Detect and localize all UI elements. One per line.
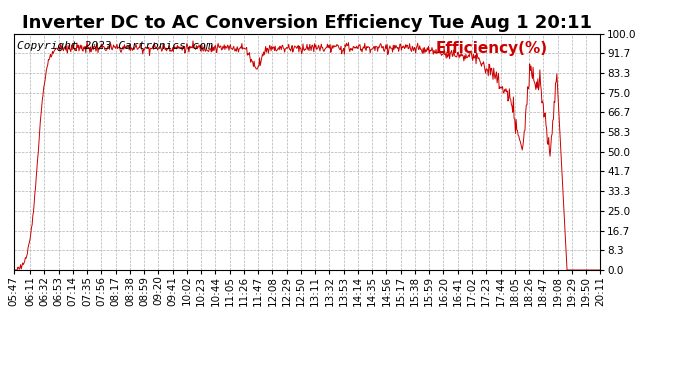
Title: Inverter DC to AC Conversion Efficiency Tue Aug 1 20:11: Inverter DC to AC Conversion Efficiency …	[22, 14, 592, 32]
Text: Copyright 2023 Cartronics.com: Copyright 2023 Cartronics.com	[17, 41, 213, 51]
Text: Efficiency(%): Efficiency(%)	[436, 41, 548, 56]
